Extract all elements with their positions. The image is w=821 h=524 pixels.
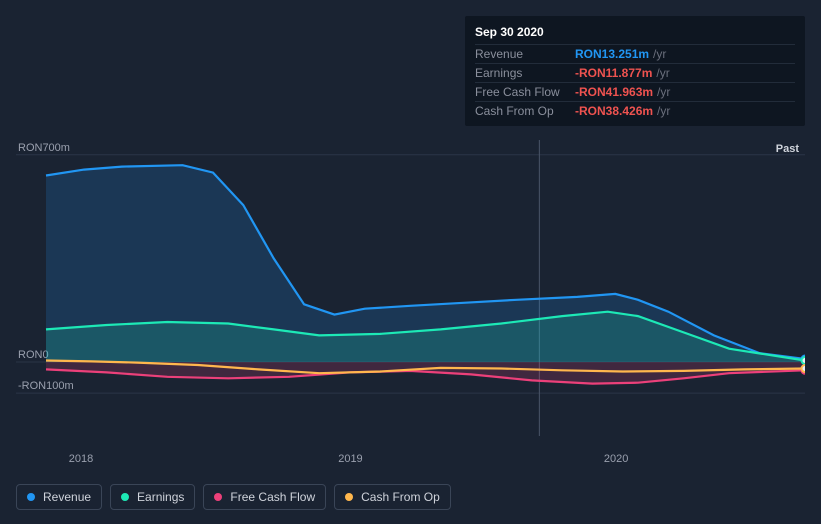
tooltip-row-unit: /yr — [657, 104, 670, 118]
x-axis-label: 2019 — [338, 453, 362, 465]
legend-dot-icon — [121, 493, 129, 501]
tooltip-card: Sep 30 2020 RevenueRON13.251m/yrEarnings… — [465, 16, 805, 126]
legend-dot-icon — [214, 493, 222, 501]
legend-item-fcf[interactable]: Free Cash Flow — [203, 484, 326, 510]
y-axis-label: -RON100m — [18, 380, 74, 392]
legend-item-label: Earnings — [137, 490, 184, 504]
tooltip-row-label: Earnings — [475, 66, 575, 80]
x-axis-label: 2018 — [69, 453, 93, 465]
legend-item-revenue[interactable]: Revenue — [16, 484, 102, 510]
tooltip-row-unit: /yr — [656, 66, 669, 80]
tooltip-row: RevenueRON13.251m/yr — [475, 44, 795, 63]
tooltip-row: Cash From Op-RON38.426m/yr — [475, 101, 795, 120]
legend-item-label: Free Cash Flow — [230, 490, 315, 504]
tooltip-row-value: -RON41.963m — [575, 85, 653, 99]
legend-item-label: Cash From Op — [361, 490, 440, 504]
tooltip-row-label: Cash From Op — [475, 104, 575, 118]
tooltip-row: Earnings-RON11.877m/yr — [475, 63, 795, 82]
legend-item-label: Revenue — [43, 490, 91, 504]
tooltip-row-unit: /yr — [657, 85, 670, 99]
tooltip-row-label: Revenue — [475, 47, 575, 61]
legend-dot-icon — [345, 493, 353, 501]
tooltip-row: Free Cash Flow-RON41.963m/yr — [475, 82, 795, 101]
chart-area: RON700m RON0 -RON100m Past 2018 2019 2020 — [16, 120, 805, 476]
tooltip-row-label: Free Cash Flow — [475, 85, 575, 99]
tooltip-date: Sep 30 2020 — [475, 22, 795, 44]
tooltip-row-value: RON13.251m — [575, 47, 649, 61]
legend: Revenue Earnings Free Cash Flow Cash From O… — [16, 484, 451, 510]
legend-dot-icon — [27, 493, 35, 501]
y-axis-label: RON700m — [18, 142, 70, 154]
tooltip-row-value: -RON11.877m — [575, 66, 652, 80]
tooltip-row-value: -RON38.426m — [575, 104, 653, 118]
chart-svg: RON700m RON0 -RON100m Past 2018 2019 2020 — [16, 120, 805, 476]
series-marker-cfo — [802, 365, 806, 372]
tooltip-rows: RevenueRON13.251m/yrEarnings-RON11.877m/… — [475, 44, 795, 120]
past-label: Past — [776, 143, 800, 155]
tooltip-row-unit: /yr — [653, 47, 666, 61]
series-marker-earnings — [802, 357, 806, 364]
y-axis-label: RON0 — [18, 349, 49, 361]
legend-item-earnings[interactable]: Earnings — [110, 484, 195, 510]
legend-item-cfo[interactable]: Cash From Op — [334, 484, 451, 510]
x-axis-label: 2020 — [604, 453, 628, 465]
